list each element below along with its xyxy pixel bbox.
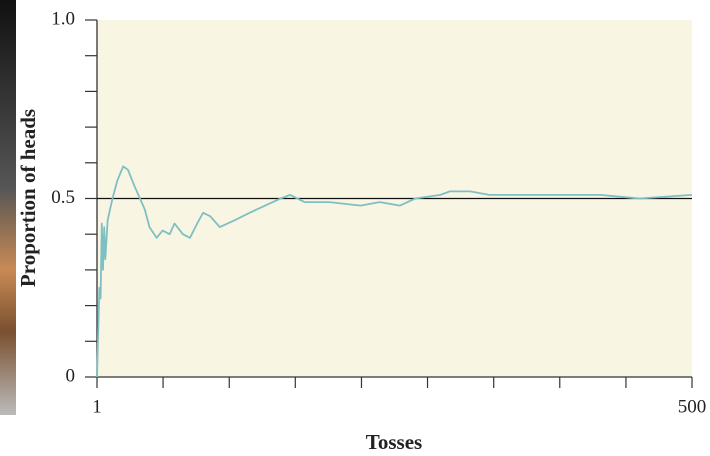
y-tick-label: 1.0 bbox=[51, 8, 75, 29]
y-tick-label: 0.5 bbox=[51, 187, 75, 208]
chart: Proportion of heads Tosses 0 0.5 1.0 1 500 bbox=[0, 0, 710, 456]
y-axis-title: Proportion of heads bbox=[16, 109, 40, 287]
x-axis-title: Tosses bbox=[366, 430, 422, 454]
y-tick-label: 0 bbox=[66, 365, 76, 386]
x-tick-label: 500 bbox=[678, 396, 707, 417]
photo-strip bbox=[0, 0, 16, 415]
x-tick-label: 1 bbox=[92, 396, 102, 417]
